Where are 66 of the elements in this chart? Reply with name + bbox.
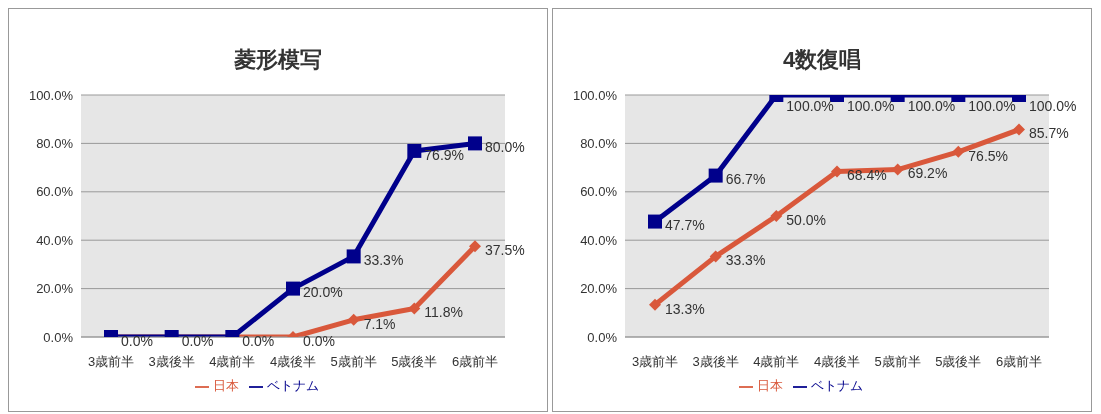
data-label: 76.9% [424, 146, 465, 163]
y-tick-label: 0.0% [43, 329, 74, 345]
x-tick-label: 6歳前半 [995, 354, 1043, 370]
point [709, 250, 722, 263]
x-tick-label: 3歳前半 [87, 354, 135, 370]
x-tick-label: 4歳後半 [813, 354, 861, 370]
data-label: 76.5% [968, 147, 1009, 164]
data-label: 11.8% [424, 304, 464, 321]
data-label: 69.2% [907, 165, 948, 182]
data-label: 37.5% [485, 241, 525, 258]
x-tick-label: 3歳後半 [692, 354, 739, 370]
data-label: 0.0% [242, 332, 275, 349]
data-label: 100.0% [847, 97, 895, 114]
data-label: 100.0% [968, 97, 1016, 114]
y-tick-label: 60.0% [36, 184, 74, 200]
y-tick-label: 100.0% [572, 87, 618, 103]
point [770, 210, 783, 222]
x-tick-label: 3歳後半 [148, 354, 195, 370]
legend-label: 日本 [213, 378, 239, 393]
data-label: 66.7% [725, 171, 766, 188]
data-label: 80.0% [485, 139, 525, 156]
data-label: 0.0% [181, 332, 214, 349]
data-label: 100.0% [786, 97, 834, 114]
point [649, 298, 661, 311]
x-tick-label: 5歳後半 [391, 354, 438, 370]
x-tick-label: 5歳前半 [330, 354, 377, 370]
data-label: 7.1% [363, 315, 396, 332]
data-label: 100.0% [907, 97, 956, 114]
x-tick-label: 6歳前半 [451, 354, 499, 370]
point [708, 168, 723, 183]
chart-title: 4数復唱 [781, 46, 863, 74]
point [469, 240, 481, 253]
point [346, 249, 361, 264]
x-tick-label: 4歳前半 [209, 354, 256, 370]
y-tick-label: 80.0% [580, 136, 618, 152]
data-label: 13.3% [665, 300, 705, 317]
legend-label: ベトナム [267, 378, 319, 393]
y-tick-label: 40.0% [36, 232, 74, 248]
data-label: 20.0% [303, 284, 343, 301]
x-tick-label: 4歳後半 [269, 354, 317, 370]
point [286, 281, 300, 296]
x-tick-label: 4歳前半 [753, 354, 800, 370]
legend-label: ベトナム [811, 378, 863, 393]
y-tick-label: 100.0% [28, 87, 74, 103]
legend-label: 日本 [757, 378, 783, 393]
x-tick-label: 5歳後半 [935, 354, 982, 370]
point [407, 143, 422, 158]
y-tick-label: 40.0% [580, 232, 618, 248]
data-label: 47.7% [665, 217, 705, 234]
chart-title: 菱形模写 [233, 46, 323, 74]
point [468, 136, 482, 151]
x-tick-label: 3歳前半 [631, 354, 679, 370]
x-tick-label: 5歳前半 [874, 354, 921, 370]
data-label: 85.7% [1029, 125, 1069, 142]
y-tick-label: 20.0% [580, 281, 618, 297]
data-label: 100.0% [1029, 97, 1077, 114]
data-label: 33.3% [363, 252, 404, 269]
data-label: 50.0% [786, 211, 827, 228]
data-label: 0.0% [121, 332, 153, 349]
point [648, 214, 662, 229]
y-tick-label: 60.0% [580, 184, 618, 200]
y-tick-label: 0.0% [587, 329, 618, 345]
y-tick-label: 80.0% [36, 136, 74, 152]
y-tick-label: 20.0% [36, 281, 74, 297]
data-label: 0.0% [303, 332, 335, 349]
data-label: 33.3% [725, 252, 766, 269]
